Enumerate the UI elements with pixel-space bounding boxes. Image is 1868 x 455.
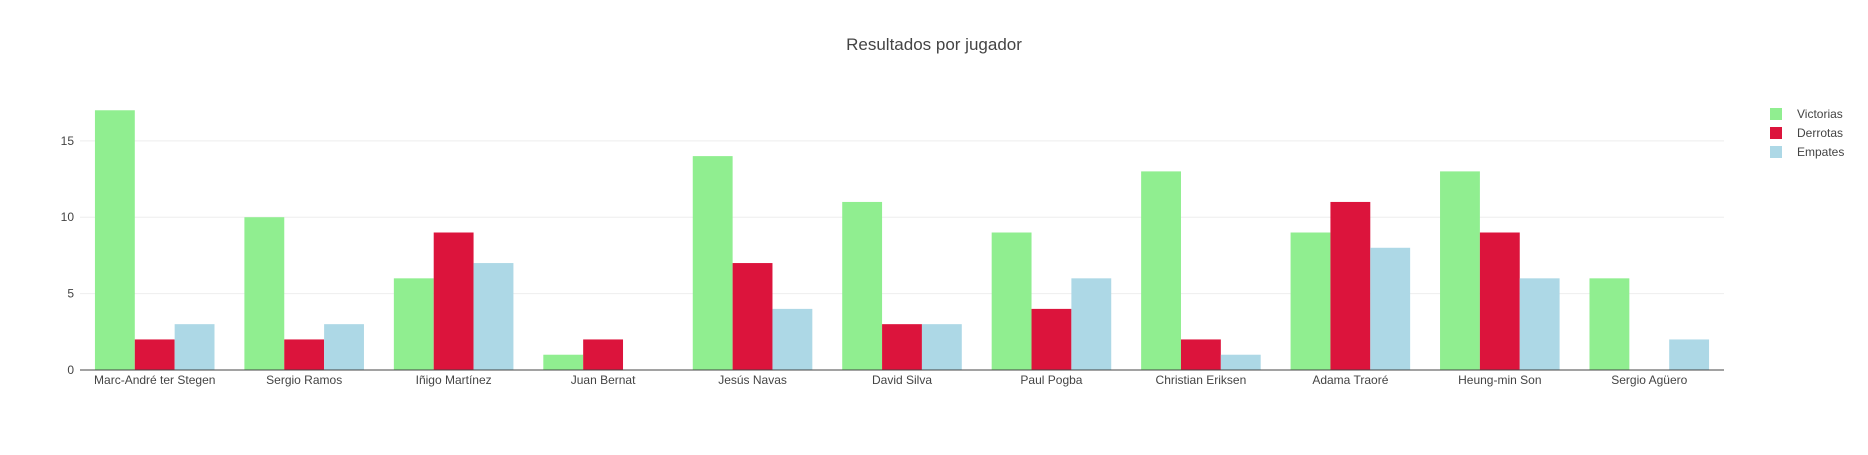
y-tick-label: 15 xyxy=(61,134,75,148)
bar-empates[interactable] xyxy=(324,324,364,370)
legend-label-victorias[interactable]: Victorias xyxy=(1797,107,1843,121)
x-tick-label: Sergio Ramos xyxy=(266,373,342,387)
legend-label-empates[interactable]: Empates xyxy=(1797,145,1844,159)
chart-title: Resultados por jugador xyxy=(846,35,1022,54)
bar-derrotas[interactable] xyxy=(882,324,922,370)
bars xyxy=(94,110,1710,371)
x-tick-label: Heung-min Son xyxy=(1458,373,1541,387)
bar-victorias[interactable] xyxy=(692,156,733,370)
bar-empates[interactable] xyxy=(174,324,215,370)
bar-derrotas[interactable] xyxy=(732,263,773,370)
x-tick-label: Juan Bernat xyxy=(571,373,636,387)
bar-derrotas[interactable] xyxy=(284,339,325,370)
legend-swatch-empates[interactable] xyxy=(1770,146,1782,158)
bar-victorias[interactable] xyxy=(1290,232,1331,371)
bar-victorias[interactable] xyxy=(393,278,434,370)
bar-victorias[interactable] xyxy=(1440,171,1480,370)
bar-victorias[interactable] xyxy=(1141,171,1181,370)
x-tick-label: Adama Traoré xyxy=(1312,373,1388,387)
legend-swatch-derrotas[interactable] xyxy=(1770,127,1782,139)
bar-victorias[interactable] xyxy=(1589,278,1630,370)
bar-empates[interactable] xyxy=(772,308,813,370)
axes: 0 5 10 15 Marc-André ter Stegen Sergio Ramos I… xyxy=(61,134,1724,387)
bar-derrotas[interactable] xyxy=(1031,308,1072,370)
bar-victorias[interactable] xyxy=(244,217,285,370)
legend-label-derrotas[interactable]: Derrotas xyxy=(1797,126,1843,140)
y-tick-label: 10 xyxy=(61,210,75,224)
bar-empates[interactable] xyxy=(1220,354,1261,370)
bar-empates[interactable] xyxy=(1519,278,1560,370)
x-tick-label: Paul Pogba xyxy=(1020,373,1082,387)
bar-victorias[interactable] xyxy=(94,110,135,371)
x-tick-label: David Silva xyxy=(872,373,932,387)
bar-empates[interactable] xyxy=(921,324,962,370)
x-tick-label: Jesús Navas xyxy=(718,373,787,387)
x-tick-label: Iñigo Martínez xyxy=(416,373,492,387)
bar-empates[interactable] xyxy=(1071,278,1112,370)
bar-empates[interactable] xyxy=(473,263,514,370)
bar-victorias[interactable] xyxy=(991,232,1032,371)
legend-swatch-victorias[interactable] xyxy=(1770,108,1782,120)
bar-derrotas[interactable] xyxy=(1479,232,1520,371)
bar-empates[interactable] xyxy=(1669,339,1710,370)
y-tick-label: 0 xyxy=(67,363,74,377)
y-tick-label: 5 xyxy=(67,287,74,301)
bar-derrotas[interactable] xyxy=(134,339,175,370)
bar-derrotas[interactable] xyxy=(1330,201,1371,370)
bar-victorias[interactable] xyxy=(842,201,883,370)
bar-victorias[interactable] xyxy=(543,354,584,370)
x-tick-label: Christian Eriksen xyxy=(1156,373,1247,387)
bar-derrotas[interactable] xyxy=(433,232,474,371)
bar-derrotas[interactable] xyxy=(583,339,624,370)
x-tick-label: Sergio Agüero xyxy=(1611,373,1687,387)
bar-derrotas[interactable] xyxy=(1180,339,1221,370)
legend[interactable]: Victorias Derrotas Empates xyxy=(1770,107,1844,159)
x-tick-label: Marc-André ter Stegen xyxy=(94,373,215,387)
bar-empates[interactable] xyxy=(1370,247,1411,370)
